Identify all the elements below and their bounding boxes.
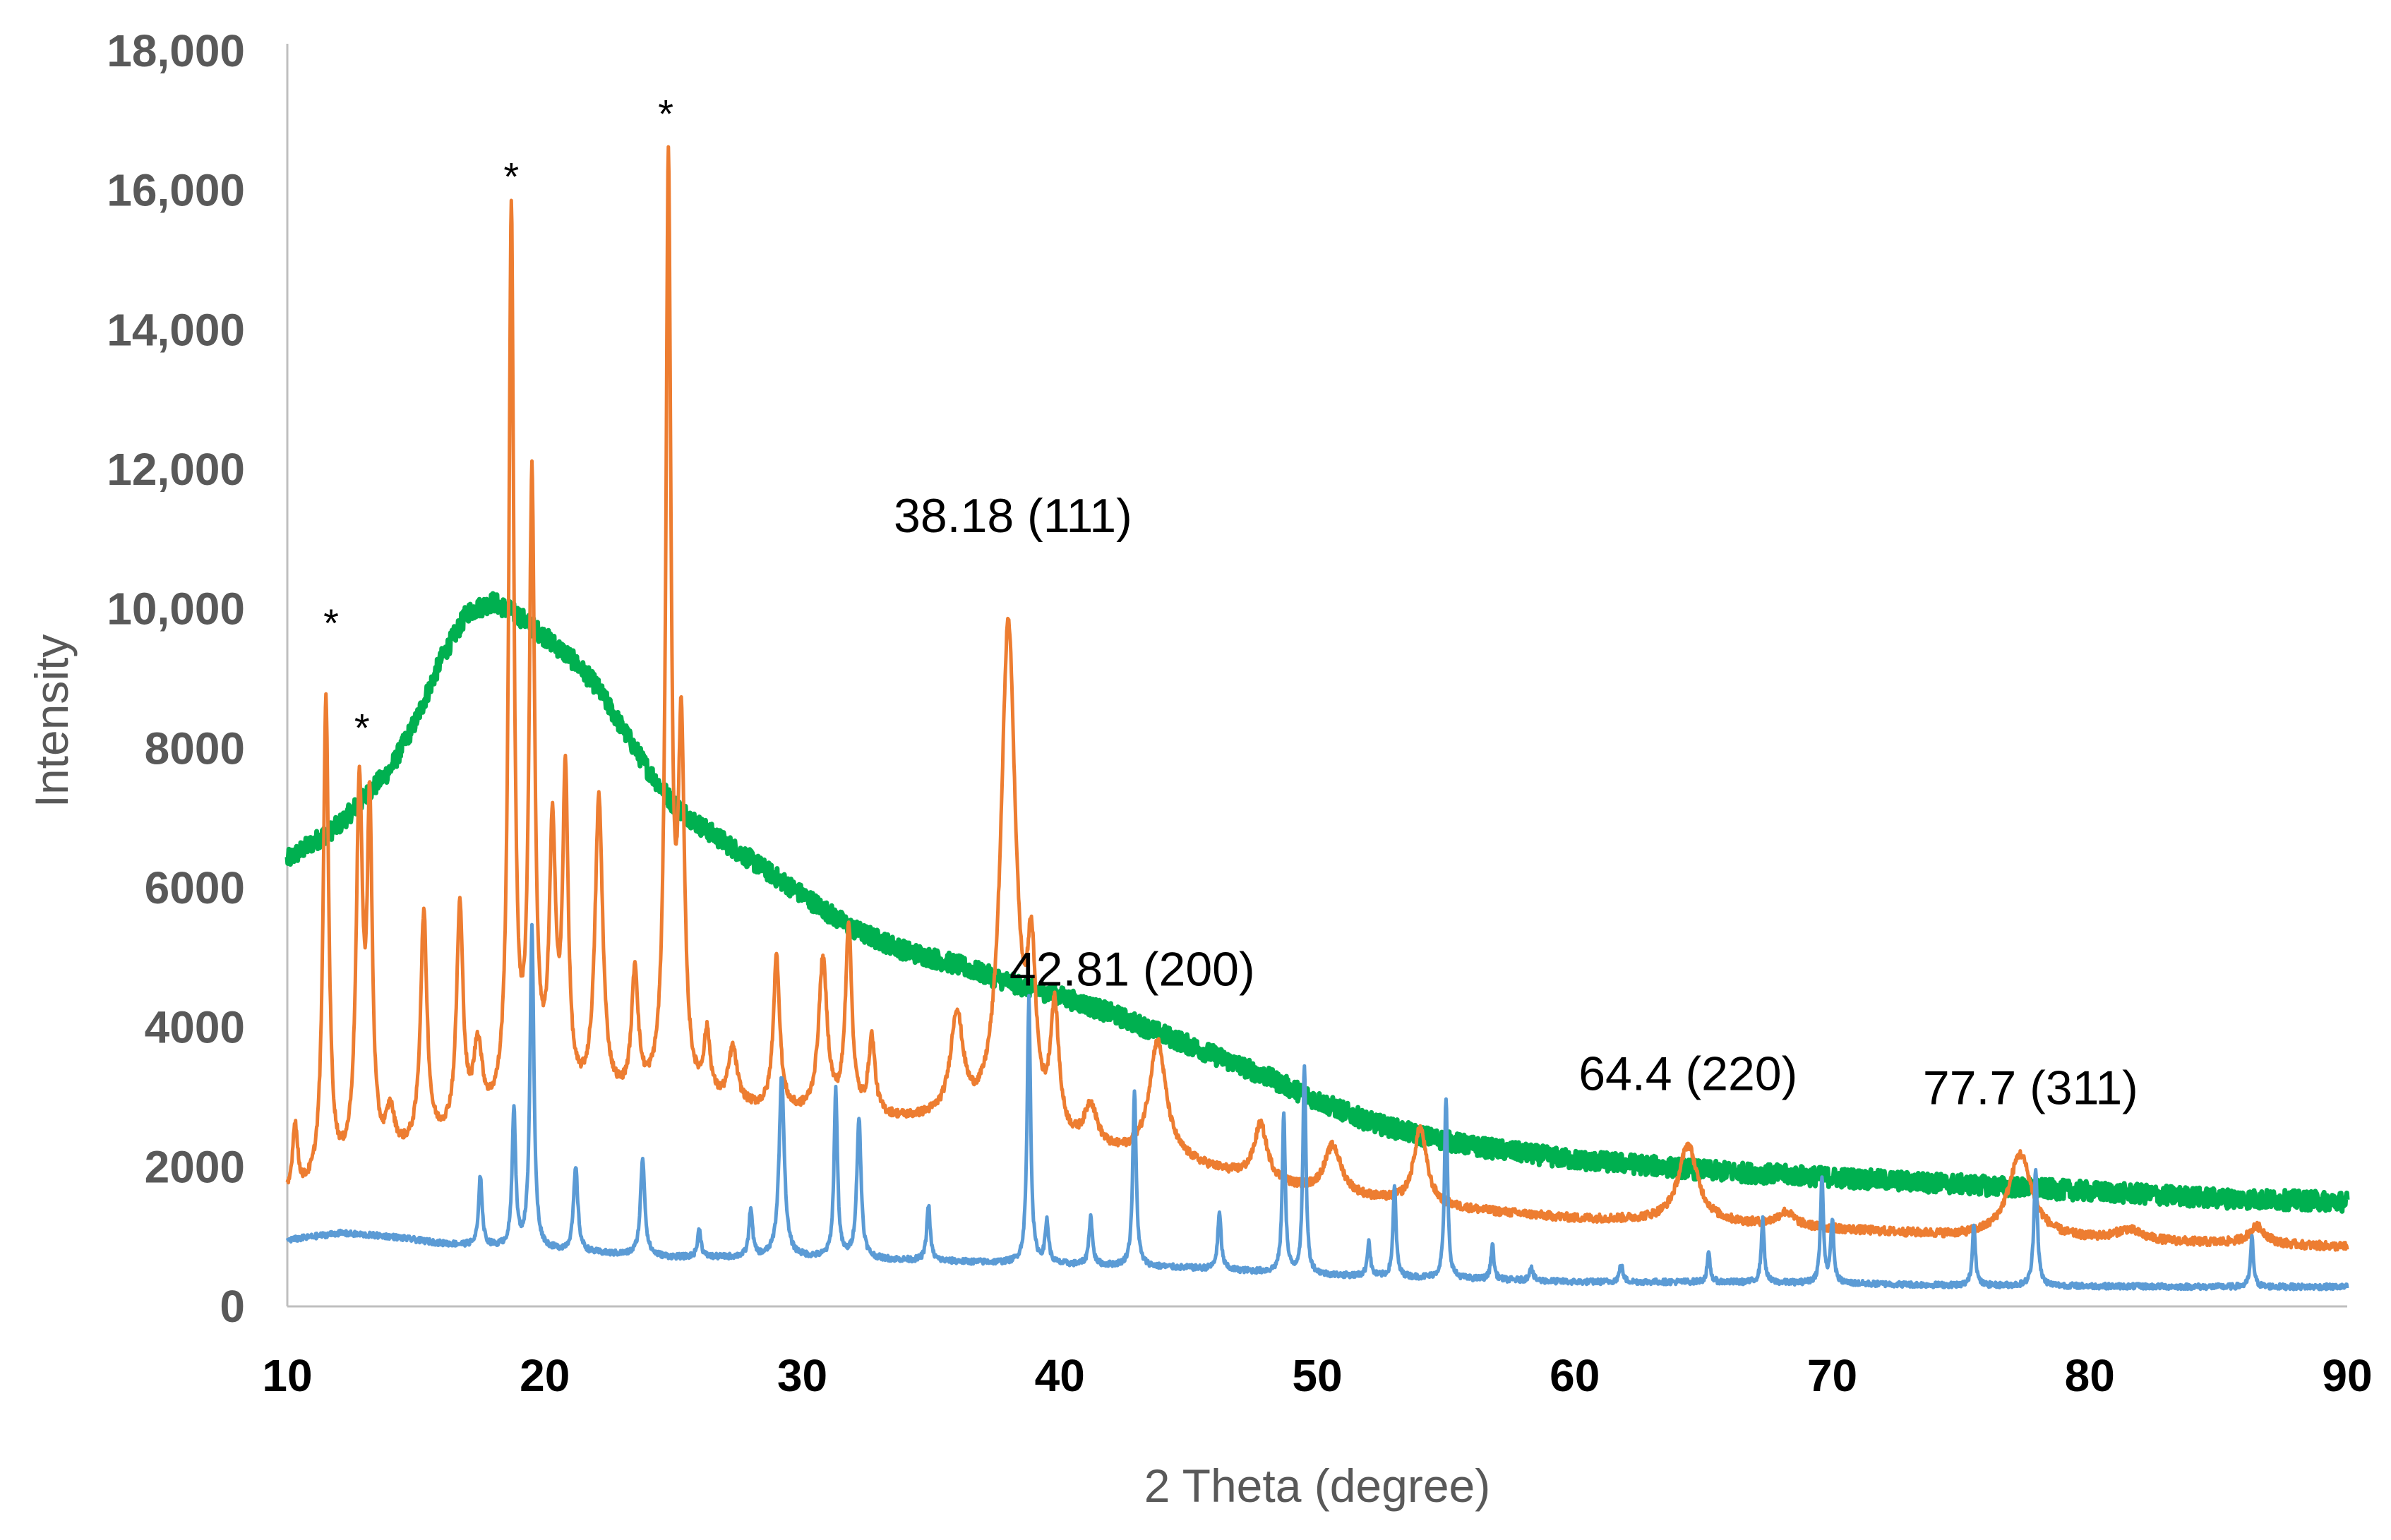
- star-marker: *: [323, 601, 339, 645]
- x-tick-label: 20: [520, 1350, 570, 1401]
- x-tick-label: 10: [262, 1350, 312, 1401]
- x-tick-label: 40: [1035, 1350, 1085, 1401]
- star-marker: *: [503, 155, 519, 199]
- y-tick-label: 10,000: [107, 584, 245, 634]
- x-tick-label: 90: [2322, 1350, 2372, 1401]
- y-tick-label: 8000: [145, 723, 245, 774]
- x-axis: 10 20 30 40 50 60 70 80 90: [262, 1305, 2373, 1401]
- y-axis: 0 2000 4000 6000 8000 10,000 12,000 14,000 16,00…: [107, 25, 289, 1332]
- y-tick-label: 16,000: [107, 165, 245, 216]
- x-axis-title: 2 Theta (degree): [1144, 1460, 1490, 1512]
- peak-label: 42.81 (200): [1009, 942, 1255, 996]
- y-axis-title: Intensity: [25, 634, 78, 808]
- y-tick-label: 0: [220, 1281, 245, 1332]
- y-tick-label: 12,000: [107, 444, 245, 495]
- series-line-green: [284, 591, 2350, 1214]
- peak-annotations: 38.18 (111) 42.81 (200) 64.4 (220) 77.7 (31…: [323, 92, 2138, 1115]
- series-lines: [284, 145, 2350, 1292]
- star-marker: *: [658, 92, 673, 136]
- y-tick-label: 6000: [145, 862, 245, 913]
- y-tick-label: 18,000: [107, 25, 245, 76]
- peak-label: 38.18 (111): [894, 489, 1132, 543]
- y-tick-label: 2000: [145, 1141, 245, 1192]
- y-tick-label: 14,000: [107, 304, 245, 355]
- peak-label: 77.7 (311): [1923, 1061, 2138, 1114]
- x-tick-label: 80: [2065, 1350, 2115, 1401]
- peak-label: 64.4 (220): [1578, 1047, 1797, 1101]
- x-tick-label: 30: [777, 1350, 827, 1401]
- y-tick-label: 4000: [145, 1002, 245, 1053]
- x-tick-label: 60: [1550, 1350, 1600, 1401]
- x-tick-label: 50: [1292, 1350, 1342, 1401]
- x-tick-label: 70: [1807, 1350, 1857, 1401]
- series-line-blue: [285, 922, 2349, 1292]
- star-marker: *: [354, 705, 370, 750]
- series-line-orange: [285, 145, 2349, 1252]
